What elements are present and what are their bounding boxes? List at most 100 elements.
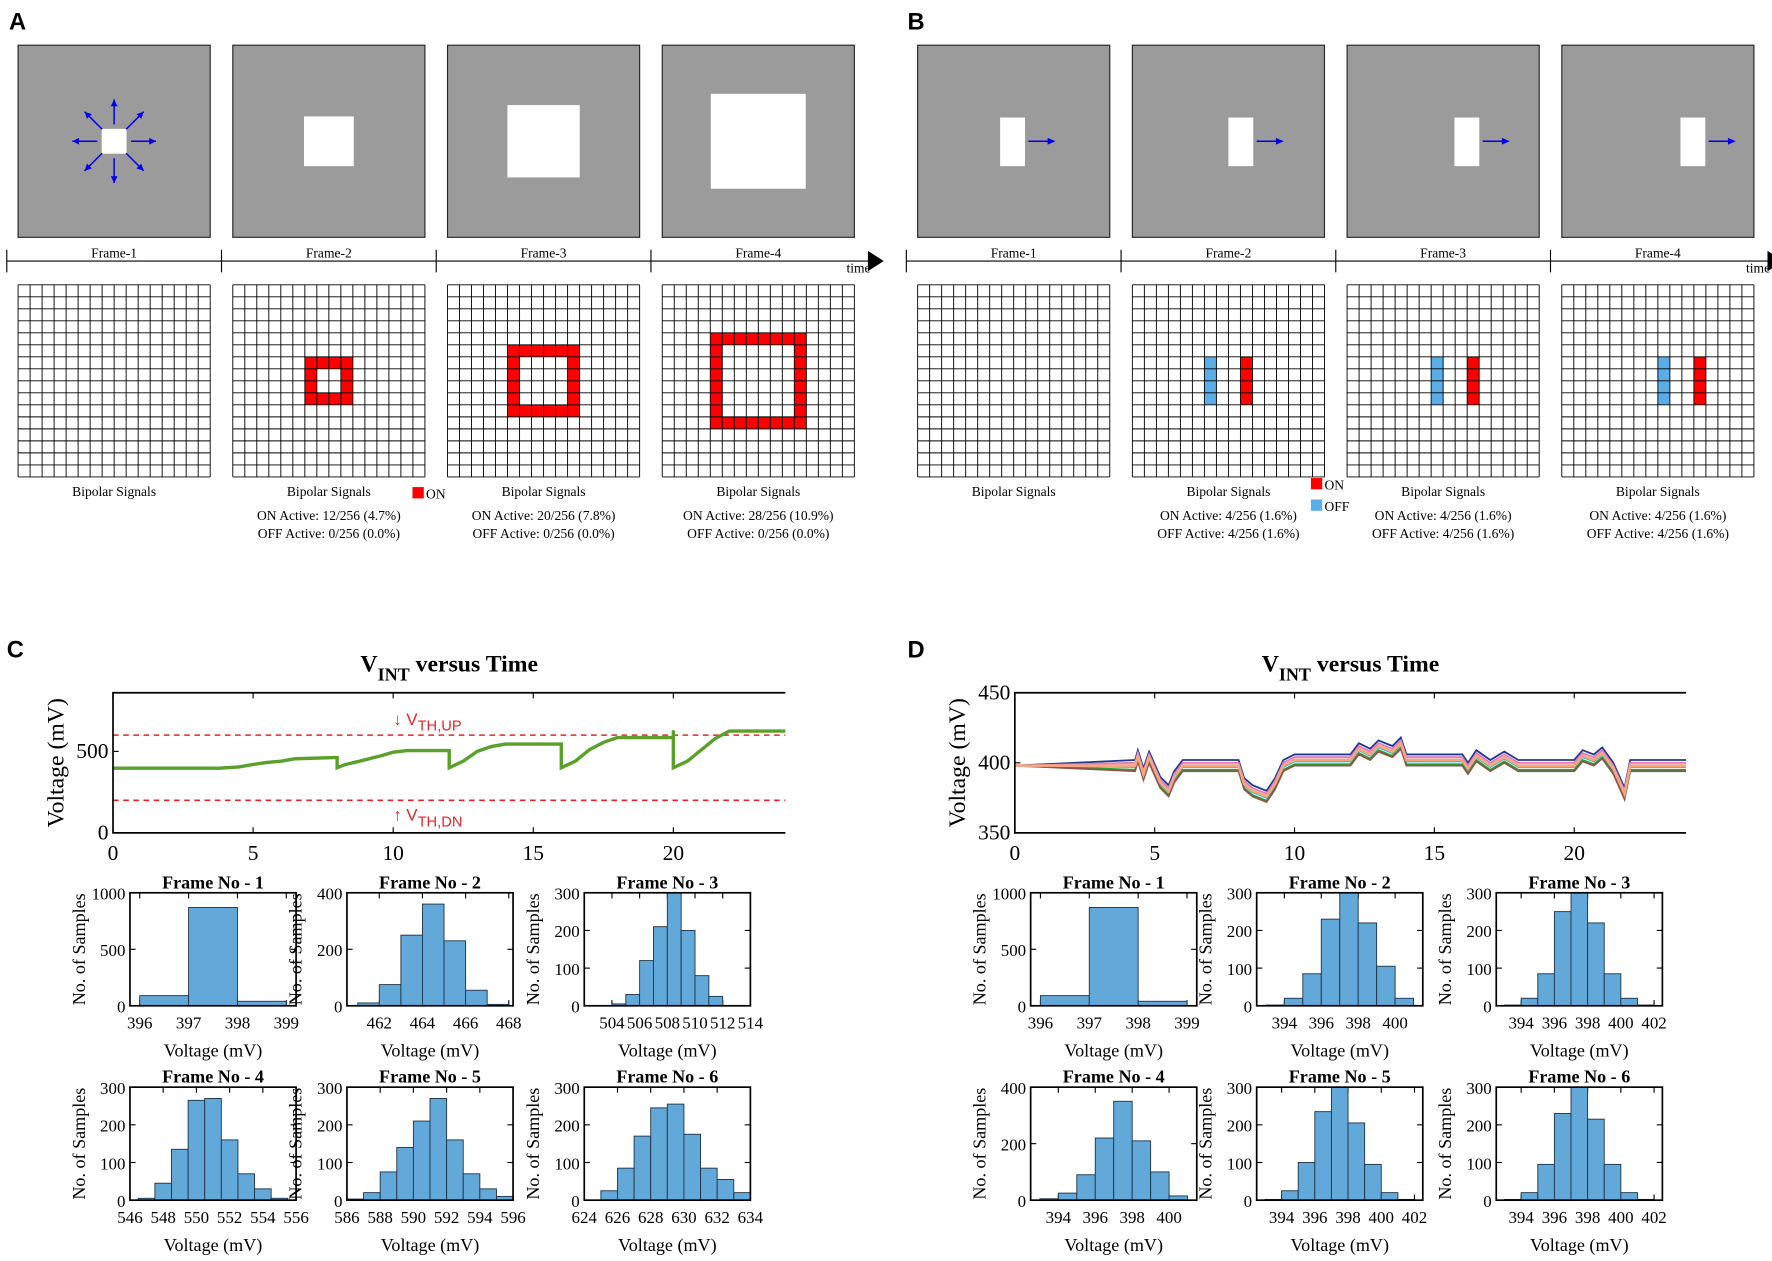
y-tick-label: 500 bbox=[76, 739, 108, 763]
y-tick-label: 200 bbox=[317, 1117, 342, 1136]
histogram-bar bbox=[1587, 1118, 1605, 1201]
y-tick-label: 100 bbox=[1466, 960, 1491, 979]
off-active-text: OFF Active: 4/256 (1.6%) bbox=[1372, 526, 1514, 542]
y-tick-label: 300 bbox=[554, 1079, 579, 1098]
stimulus-frame-1 bbox=[17, 44, 211, 238]
series-line-s6 bbox=[1014, 740, 1687, 799]
series-line-s3 bbox=[1014, 738, 1687, 795]
histogram-bar bbox=[379, 1171, 398, 1201]
stimulus-bar bbox=[1680, 117, 1706, 167]
on-cell bbox=[794, 416, 807, 429]
histogram-bar bbox=[733, 1192, 751, 1201]
threshold-subscript: TH,UP bbox=[418, 719, 462, 735]
histogram-bar bbox=[1603, 973, 1622, 1006]
x-tick-label: 596 bbox=[500, 1208, 525, 1227]
on-cell bbox=[340, 380, 353, 393]
histogram-bar bbox=[171, 1148, 189, 1201]
grid-caption: Bipolar Signals bbox=[72, 484, 156, 499]
y-axis-label: No. of Samples bbox=[1195, 893, 1215, 1005]
on-active-text: ON Active: 4/256 (1.6%) bbox=[1160, 508, 1297, 524]
off-cell bbox=[1657, 392, 1670, 405]
histogram-bar bbox=[139, 995, 190, 1006]
stimulus-square bbox=[101, 128, 127, 154]
y-tick-label: 0 bbox=[571, 1192, 579, 1211]
histogram-bar bbox=[1113, 1100, 1133, 1201]
histogram-bar bbox=[1380, 1192, 1399, 1201]
x-tick-label: 399 bbox=[274, 1013, 299, 1032]
panel-a bbox=[6, 44, 884, 499]
x-tick-label: 398 bbox=[1119, 1208, 1144, 1227]
grid-caption: Bipolar Signals bbox=[1186, 484, 1270, 499]
series-line-s4 bbox=[1014, 742, 1687, 799]
on-cell bbox=[746, 332, 759, 345]
title-subscript: INT bbox=[378, 664, 410, 684]
bipolar-grid-4 bbox=[661, 284, 855, 478]
histogram-bar bbox=[666, 1103, 685, 1201]
on-cell bbox=[782, 332, 795, 345]
x-tick-label: 394 bbox=[1269, 1208, 1295, 1227]
off-cell bbox=[1204, 368, 1217, 381]
y-tick-label: 0 bbox=[334, 998, 342, 1017]
stimulus-frame-3 bbox=[1346, 44, 1540, 238]
on-cell bbox=[710, 356, 723, 369]
axes-box bbox=[129, 1086, 297, 1202]
y-tick-label: 100 bbox=[1466, 1154, 1491, 1173]
y-tick-label: 300 bbox=[317, 1079, 342, 1098]
on-active-text: ON Active: 4/256 (1.6%) bbox=[1589, 508, 1726, 524]
y-tick-label: 0 bbox=[1018, 1192, 1026, 1211]
y-axis-label: No. of Samples bbox=[969, 1088, 989, 1200]
on-cell bbox=[794, 368, 807, 381]
chart-c-h6 bbox=[583, 1086, 752, 1202]
y-tick-label: 0 bbox=[1483, 1192, 1491, 1211]
x-tick-label: 504 bbox=[599, 1013, 625, 1032]
on-cell bbox=[770, 332, 783, 345]
on-cell bbox=[1467, 368, 1480, 381]
histogram-bar bbox=[220, 1139, 239, 1201]
arrowhead-icon bbox=[110, 176, 118, 184]
x-tick-label: 506 bbox=[627, 1013, 652, 1032]
frame-label: Frame-1 bbox=[991, 246, 1037, 261]
y-tick-label: 100 bbox=[554, 960, 579, 979]
x-tick-label: 402 bbox=[1641, 1208, 1666, 1227]
on-cell bbox=[710, 392, 723, 405]
frame-label: Frame-4 bbox=[1635, 246, 1681, 261]
plot-area bbox=[346, 1098, 514, 1201]
histogram-bar bbox=[1394, 997, 1415, 1006]
panel-label-b: B bbox=[907, 9, 924, 35]
x-tick-label: 400 bbox=[1608, 1208, 1633, 1227]
plot-area bbox=[611, 892, 724, 1006]
y-axis-label: No. of Samples bbox=[969, 893, 989, 1005]
x-axis-label: Voltage (mV) bbox=[1290, 1041, 1389, 1062]
arrowhead-icon bbox=[72, 137, 80, 145]
x-tick-label: 400 bbox=[1382, 1013, 1407, 1032]
on-cell bbox=[555, 344, 568, 357]
chart-d-h1 bbox=[1029, 891, 1198, 1007]
x-axis-label: Voltage (mV) bbox=[1064, 1235, 1163, 1256]
y-tick-label: 200 bbox=[554, 922, 579, 941]
histogram-bar bbox=[1320, 918, 1341, 1006]
on-cell bbox=[710, 380, 723, 393]
chart-c-h4 bbox=[129, 1086, 297, 1202]
x-tick-label: 554 bbox=[250, 1208, 276, 1227]
y-axis-label: No. of Samples bbox=[69, 893, 89, 1005]
on-cell bbox=[1467, 356, 1480, 369]
x-tick-label: 398 bbox=[225, 1013, 250, 1032]
y-tick-label: 500 bbox=[1001, 941, 1026, 960]
plot-area bbox=[1264, 1087, 1415, 1201]
on-cell bbox=[340, 356, 353, 369]
x-tick-label: 400 bbox=[1608, 1013, 1633, 1032]
y-tick-label: 0 bbox=[117, 1192, 125, 1211]
off-cell bbox=[1204, 356, 1217, 369]
plot-area bbox=[1504, 1087, 1655, 1201]
histogram-bar bbox=[446, 1139, 464, 1201]
x-axis-label: Voltage (mV) bbox=[381, 1041, 480, 1062]
chart-title: Frame No - 6 bbox=[1528, 1067, 1630, 1087]
on-cell bbox=[770, 416, 783, 429]
x-tick-label: 5 bbox=[1149, 841, 1160, 865]
on-cell bbox=[507, 356, 520, 369]
on-active-text: ON Active: 20/256 (7.8%) bbox=[472, 508, 616, 524]
x-tick-label: 624 bbox=[572, 1208, 598, 1227]
chart-c-h5 bbox=[346, 1086, 514, 1202]
off-active-text: OFF Active: 0/256 (0.0%) bbox=[258, 526, 400, 542]
histogram-bar bbox=[1339, 892, 1359, 1006]
